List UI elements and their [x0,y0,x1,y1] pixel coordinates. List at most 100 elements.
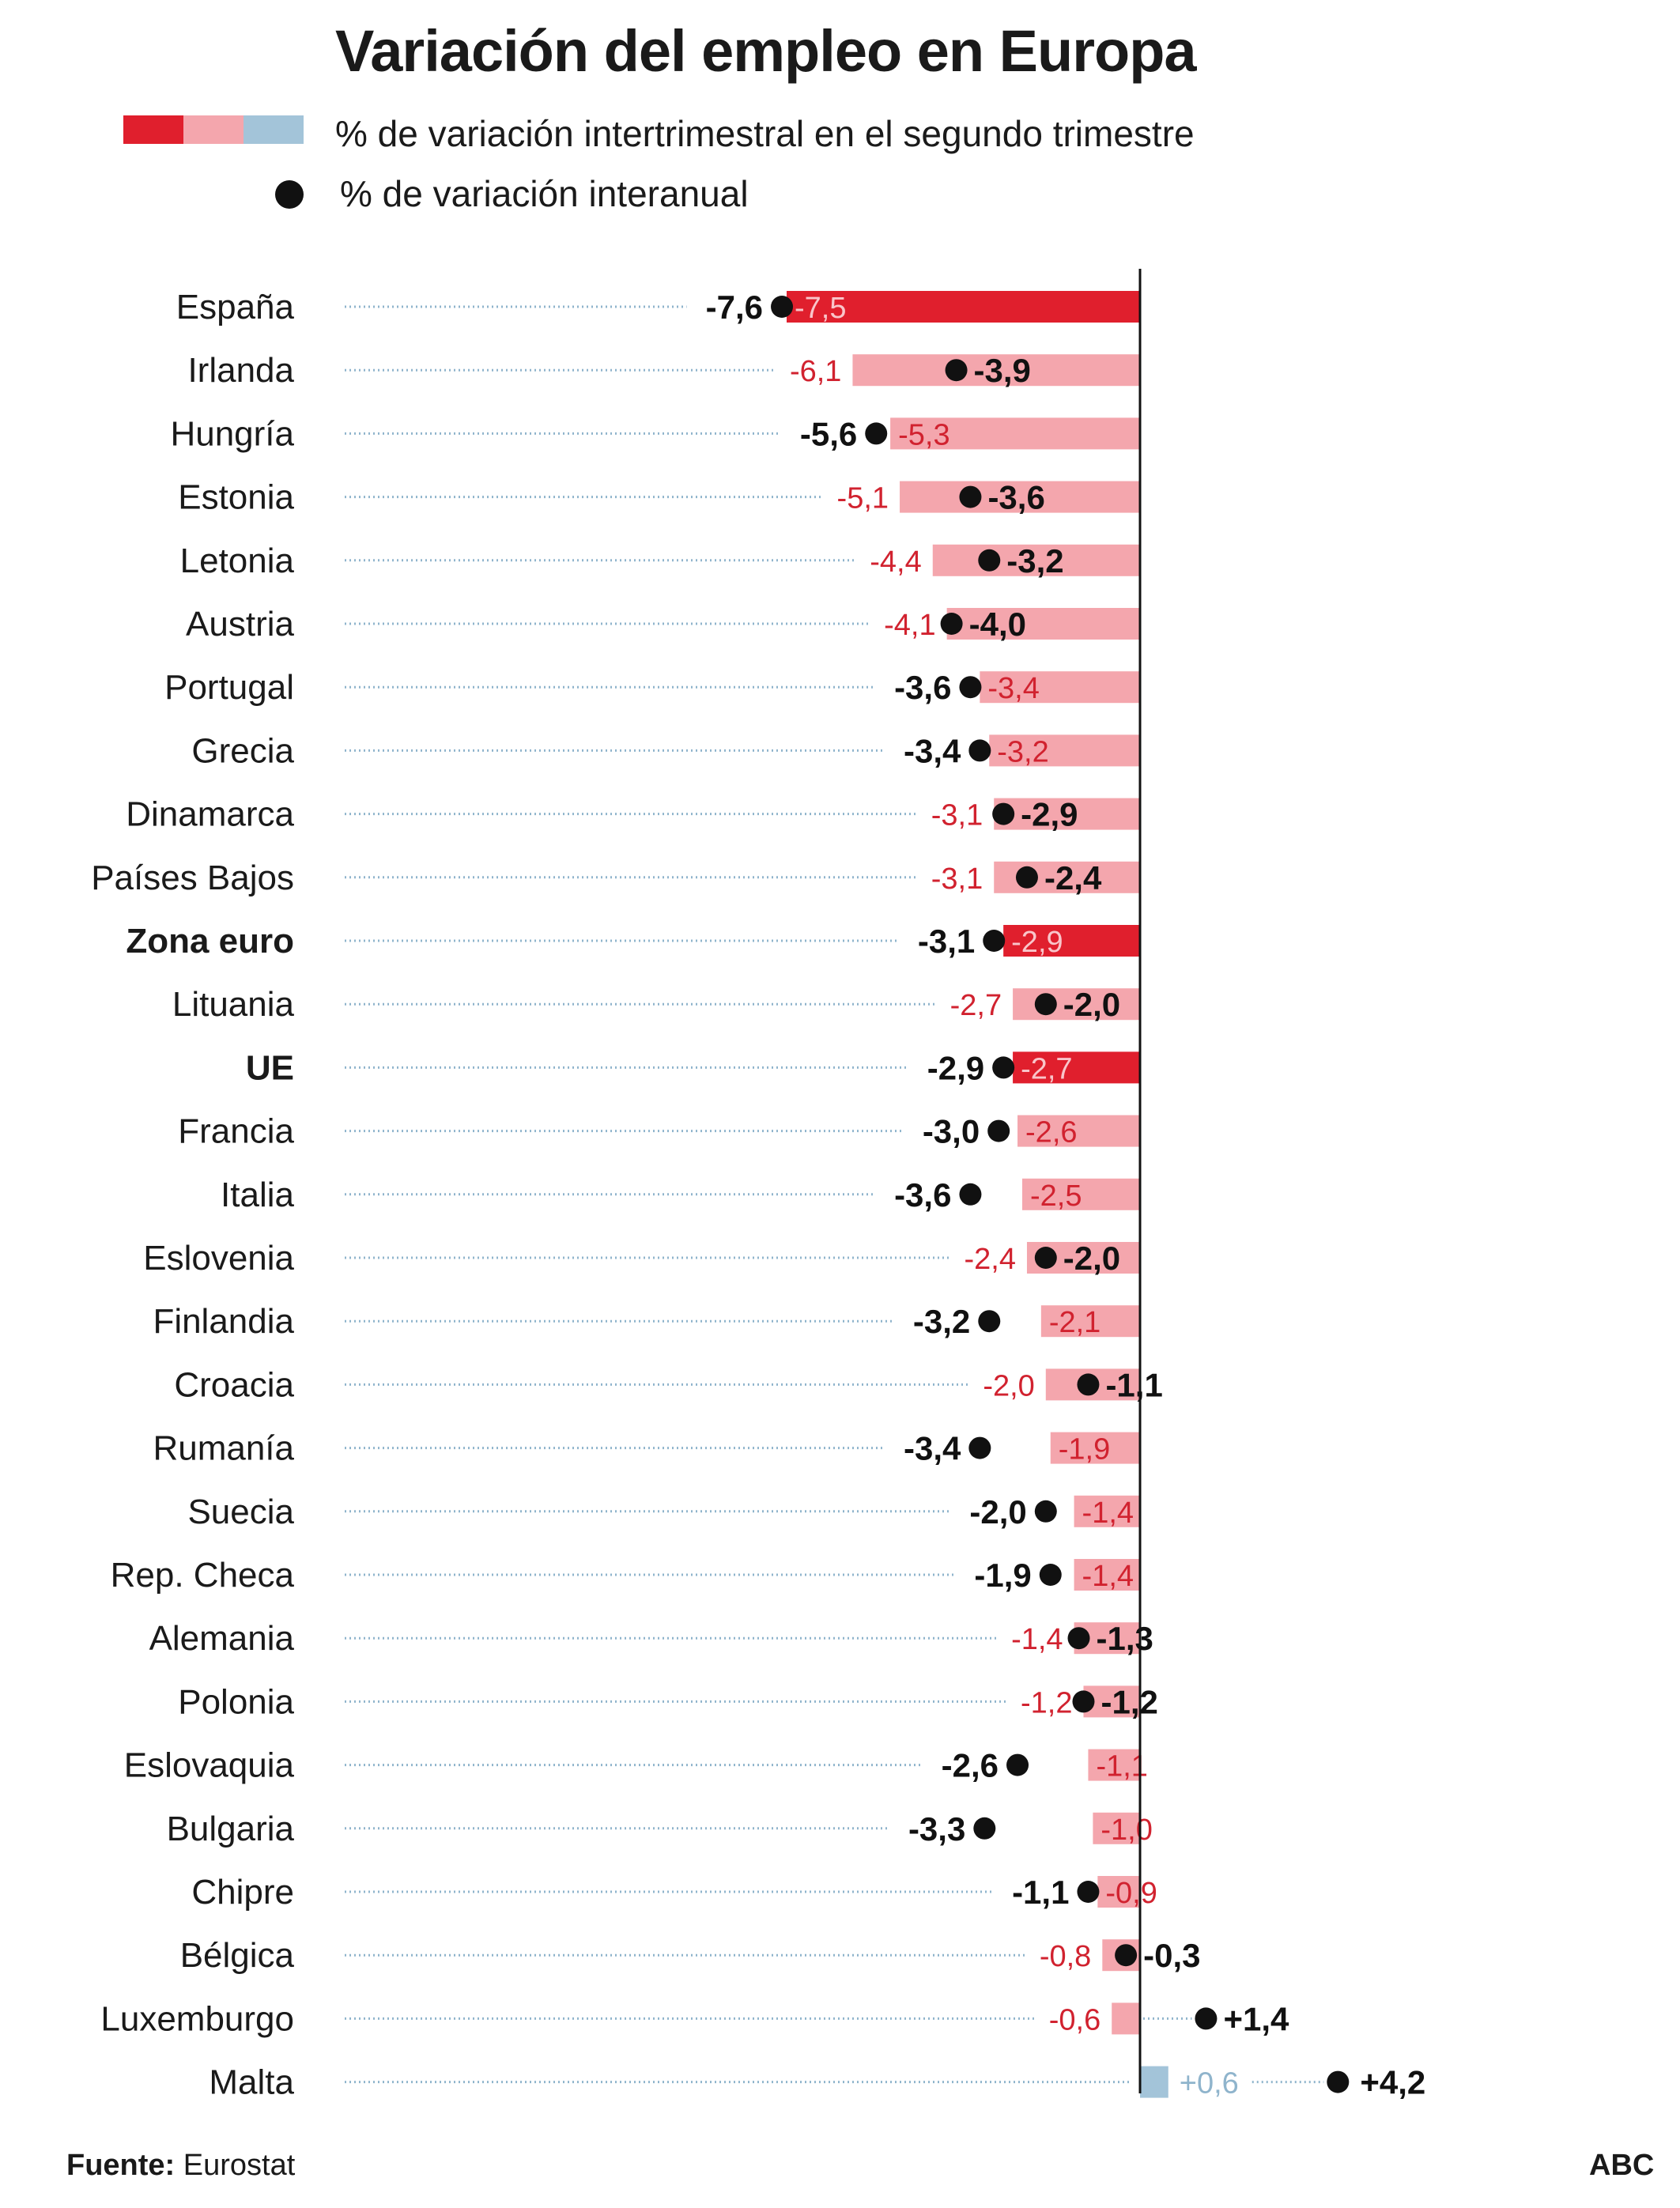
dot-annual [1034,1247,1057,1269]
source-value: Eurostat [183,2149,296,2182]
dot-annual [1015,866,1038,889]
annual-value-label: -2,9 [927,1049,984,1086]
dot-annual [1072,1690,1095,1713]
dot-annual [1327,2070,1350,2093]
country-label: Bélgica [180,1936,295,1975]
dot-annual [1039,1564,1062,1586]
bar-quarterly [1074,1495,1140,1527]
bar-quarterly [900,481,1140,513]
bar-quarterly [1074,1559,1140,1591]
bar-quarterly [946,608,1140,640]
bar-quarterly [1013,988,1140,1021]
quarterly-value-label: -3,1 [931,799,983,832]
dot-annual [1115,1944,1138,1967]
country-label: Alemania [149,1619,295,1658]
country-label: Letonia [180,542,295,580]
annual-value-label: -3,4 [904,1430,961,1467]
annual-value-label: -5,6 [800,415,857,452]
annual-value-label: -0,3 [1143,1937,1200,1974]
chart-title: Variación del empleo en Europa [335,18,1197,84]
annual-value-label: -1,2 [1100,1683,1157,1720]
legend-swatch-negative [183,115,244,144]
annual-value-label: -1,3 [1097,1620,1153,1657]
dot-annual [983,930,1006,952]
dot-annual [771,296,794,318]
country-label: Zona euro [126,922,294,961]
brand-logo: ABC [1589,2149,1655,2182]
country-label: Eslovaquia [124,1746,295,1785]
quarterly-value-label: -3,4 [987,672,1039,705]
country-label: Italia [221,1176,294,1214]
country-label: Grecia [191,731,294,770]
quarterly-value-label: -1,2 [1021,1686,1072,1719]
quarterly-value-label: -2,7 [950,989,1002,1022]
dot-annual [1077,1373,1100,1396]
bar-quarterly [989,734,1140,767]
legend-annual-label: % de variación interanual [340,173,749,214]
country-label: Bulgaria [167,1810,295,1848]
dot-annual [940,613,963,635]
bar-quarterly [1013,1051,1140,1084]
bar-quarterly [1040,1305,1140,1338]
bar-quarterly [852,354,1140,387]
quarterly-value-label: +0,6 [1180,2067,1239,2100]
annual-value-label: -1,1 [1012,1874,1069,1911]
quarterly-value-label: -5,3 [898,418,949,451]
annual-value-label: -4,0 [969,606,1026,643]
dot-annual [992,802,1015,825]
country-label: Francia [178,1112,294,1151]
quarterly-value-label: -7,5 [795,292,846,325]
bar-quarterly [890,417,1140,450]
quarterly-value-label: -2,0 [983,1369,1034,1402]
dot-annual [992,1056,1015,1079]
dot-annual [945,359,968,382]
quarterly-value-label: -3,1 [931,862,983,896]
annual-value-label: +4,2 [1360,2064,1425,2101]
legend-swatch-highlight [123,115,183,144]
legend-dot [275,180,304,209]
annual-value-label: +1,4 [1223,2000,1289,2037]
bar-quarterly [1093,1812,1140,1844]
dot-annual [968,1436,991,1459]
country-label: Finlandia [153,1302,294,1341]
quarterly-value-label: -0,9 [1105,1877,1157,1910]
country-label: Chipre [191,1873,294,1912]
bar-quarterly [932,544,1140,576]
source-label: Fuente: [66,2149,176,2182]
annual-value-label: -3,4 [904,732,961,769]
bar-quarterly [1022,1178,1140,1210]
annual-value-label: -2,4 [1044,859,1102,896]
country-label: Estonia [178,478,294,517]
dot-annual [978,1310,1001,1333]
annual-value-label: -3,6 [894,669,951,706]
quarterly-value-label: -1,4 [1082,1560,1134,1593]
dot-annual [959,1183,982,1206]
quarterly-value-label: -1,0 [1100,1814,1152,1847]
bar-quarterly [1017,1115,1140,1147]
bar-quarterly [1140,2066,1168,2098]
bar-quarterly [1112,2002,1140,2035]
quarterly-value-label: -6,1 [790,355,841,388]
quarterly-value-label: -4,1 [884,609,935,642]
annual-value-label: -7,6 [706,289,763,326]
quarterly-value-label: -2,4 [964,1243,1015,1276]
country-label: Países Bajos [91,859,294,897]
legend-quarterly-label: % de variación intertrimestral en el seg… [335,113,1195,154]
quarterly-value-label: -0,6 [1049,2003,1100,2036]
country-label: Malta [209,2063,294,2102]
bar-quarterly [1050,1432,1140,1464]
dot-annual [968,739,991,762]
dot-annual [1067,1627,1090,1650]
country-label: UE [246,1048,294,1087]
annual-value-label: -2,0 [1063,986,1120,1023]
country-label: Austria [186,605,294,644]
country-label: Portugal [164,668,294,707]
annual-value-label: -2,6 [942,1747,999,1784]
source-note: Fuente: Eurostat [66,2149,295,2183]
country-label: Rep. Checa [111,1556,295,1595]
dot-annual [959,485,982,508]
country-label: Eslovenia [143,1239,294,1278]
quarterly-value-label: -2,5 [1030,1179,1082,1213]
quarterly-value-label: -2,1 [1049,1306,1100,1339]
